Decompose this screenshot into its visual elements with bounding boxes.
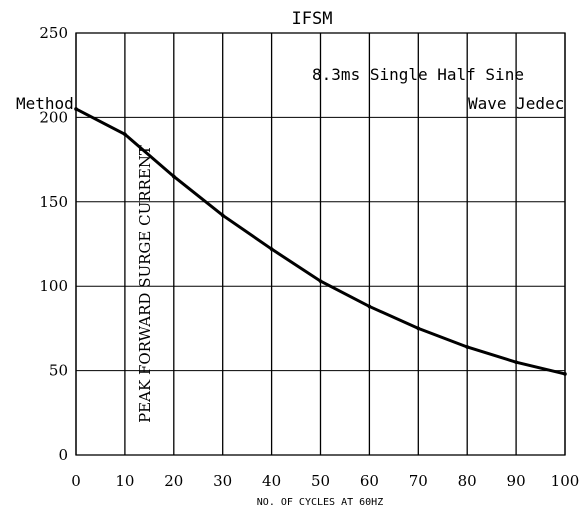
y-axis-label: PEAK FORWARD SURGE CURRENT <box>136 145 154 423</box>
data-point-0-8 <box>465 345 470 349</box>
data-point-0-6 <box>367 304 372 309</box>
data-point-0-3 <box>220 213 225 218</box>
data-point-0-0 <box>74 107 78 111</box>
note-wave-jedec: Wave Jedec <box>468 94 564 113</box>
plot-frame <box>75 32 566 456</box>
chart-subtitle: 8.3ms Single Half Sine <box>312 65 524 84</box>
data-point-0-5 <box>318 279 323 283</box>
y-tick-label-1: 50 <box>49 362 68 380</box>
data-point-0-2 <box>172 174 176 179</box>
x-tick-label-6: 60 <box>360 472 379 490</box>
x-tick-label-10: 100 <box>551 472 580 490</box>
series-layer <box>74 107 567 376</box>
chart-title: IFSM <box>292 9 333 29</box>
data-point-0-7 <box>416 326 421 331</box>
x-tick-label-1: 10 <box>115 472 134 490</box>
y-tick-label-4: 200 <box>39 108 68 126</box>
data-point-0-4 <box>269 247 274 251</box>
y-tick-label-2: 100 <box>39 277 68 295</box>
x-axis-label: NO. OF CYCLES AT 60HZ <box>257 497 383 508</box>
data-point-0-9 <box>514 360 518 364</box>
y-tick-label-0: 0 <box>58 446 68 464</box>
x-tick-label-0: 0 <box>71 472 81 490</box>
x-tick-label-7: 70 <box>409 472 428 490</box>
tick-labels: 0 10 20 30 40 50 60 70 80 90 100 0 50 100 150 200 250 <box>39 24 579 490</box>
x-tick-label-4: 40 <box>262 472 281 490</box>
data-point-0-10 <box>563 372 567 376</box>
y-tick-label-5: 250 <box>39 24 68 42</box>
data-point-0-1 <box>123 132 127 137</box>
y-tick-label-3: 150 <box>39 193 68 211</box>
x-tick-label-3: 30 <box>213 472 232 490</box>
x-tick-label-9: 90 <box>507 472 526 490</box>
axes <box>75 32 566 456</box>
x-tick-label-2: 20 <box>164 472 183 490</box>
x-tick-label-5: 50 <box>311 472 330 490</box>
x-tick-label-8: 80 <box>458 472 477 490</box>
note-method: Method <box>16 94 74 113</box>
